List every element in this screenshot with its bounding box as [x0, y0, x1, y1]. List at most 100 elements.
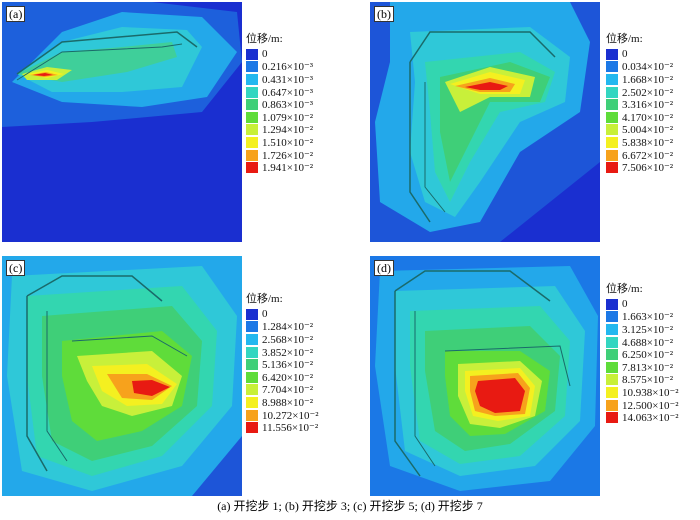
- legend-entry: 7.506×10⁻²: [606, 161, 673, 174]
- legend-swatch: [246, 396, 258, 408]
- legend-value: 11.556×10⁻²: [262, 422, 319, 435]
- contour-plot-b: [370, 2, 600, 242]
- legend-swatch: [246, 162, 258, 174]
- legend-entry: 5.136×10⁻²: [246, 358, 319, 371]
- legend-entry: 0.647×10⁻³: [246, 86, 313, 99]
- legend-entry: 3.852×10⁻²: [246, 346, 319, 359]
- legend-value: 0.647×10⁻³: [262, 86, 314, 99]
- legend-entry: 1.668×10⁻²: [606, 73, 673, 86]
- legend-value: 1.284×10⁻²: [262, 321, 314, 334]
- legend-swatch: [606, 111, 618, 123]
- panel-c: (c): [2, 256, 242, 496]
- panel-b: (b): [370, 2, 600, 242]
- legend-entry: 2.502×10⁻²: [606, 86, 673, 99]
- legend-value: 7.506×10⁻²: [622, 162, 674, 175]
- legend-entry: 1.294×10⁻²: [246, 124, 314, 137]
- legend-value: 4.688×10⁻²: [622, 336, 674, 349]
- legend-swatch: [606, 124, 618, 136]
- legend-entry: 1.510×10⁻²: [246, 136, 313, 149]
- legend-entry: 6.250×10⁻²: [606, 348, 679, 361]
- legend-entry: 6.420×10⁻²: [246, 371, 319, 384]
- legend-swatch: [606, 73, 618, 85]
- legend-swatch: [246, 149, 258, 161]
- legend-title-c: 位移/m:: [246, 293, 283, 305]
- legend-value: 2.568×10⁻²: [262, 333, 314, 346]
- legend-value: 14.063×10⁻²: [622, 412, 679, 425]
- legend-swatch: [606, 399, 618, 411]
- legend-value: 1.294×10⁻²: [262, 124, 314, 137]
- legend-entry: 1.726×10⁻²: [246, 149, 313, 162]
- legend-entry: 2.568×10⁻²: [246, 333, 319, 346]
- legend-value: 3.316×10⁻²: [622, 99, 674, 112]
- legend-entry: 10.272×10⁻²: [246, 409, 319, 422]
- legend-entry: 7.704×10⁻²: [246, 384, 319, 397]
- legend-entry: 4.170×10⁻²: [606, 111, 673, 124]
- legend-value: 10.938×10⁻²: [622, 386, 679, 399]
- legend-entry: 5.004×10⁻²: [606, 124, 673, 136]
- legend-swatch: [606, 48, 618, 60]
- legend-value: 0: [622, 298, 628, 311]
- legend-swatch: [246, 321, 258, 333]
- legend-value: 12.500×10⁻²: [622, 399, 679, 412]
- legend-value: 1.726×10⁻²: [262, 149, 314, 162]
- legend-a: 位移/m: 0 0.216×10⁻³ 0.431×10⁻³ 0.647×10⁻³ 0.8…: [246, 30, 313, 174]
- legend-swatch: [246, 86, 258, 98]
- legend-value: 5.136×10⁻²: [262, 359, 314, 372]
- legend-swatch: [606, 86, 618, 98]
- legend-value: 1.663×10⁻²: [622, 311, 674, 324]
- legend-entry: 6.672×10⁻²: [606, 149, 673, 162]
- legend-value: 0.034×10⁻²: [622, 61, 674, 74]
- panel-tag-c: (c): [6, 260, 26, 276]
- legend-swatch: [606, 149, 618, 161]
- legend-entry: 14.063×10⁻²: [606, 411, 679, 424]
- legend-swatch: [606, 311, 618, 323]
- legend-value: 3.852×10⁻²: [262, 346, 314, 359]
- legend-value: 0.216×10⁻³: [262, 61, 314, 74]
- legend-entry: 8.575×10⁻²: [606, 374, 679, 386]
- legend-swatch: [606, 61, 618, 73]
- contour-plot-a: [2, 2, 242, 242]
- legend-swatch: [246, 136, 258, 148]
- legend-entry: 0.216×10⁻³: [246, 61, 314, 74]
- legend-value: 7.813×10⁻²: [622, 361, 674, 374]
- legend-swatch: [606, 99, 618, 111]
- panel-d: (d): [370, 256, 600, 496]
- legend-entry: 1.941×10⁻²: [246, 161, 313, 174]
- panel-tag-b: (b): [374, 6, 394, 22]
- legend-swatch: [246, 422, 258, 434]
- legend-swatch: [246, 359, 258, 371]
- legend-swatch: [606, 361, 618, 373]
- legend-entry: 0: [606, 298, 679, 311]
- legend-entry: 1.663×10⁻²: [606, 311, 679, 324]
- legend-swatch: [246, 111, 258, 123]
- panel-a: (a): [2, 2, 242, 242]
- legend-value: 0.431×10⁻³: [262, 73, 314, 86]
- legend-entry: 1.284×10⁻²: [246, 321, 319, 334]
- legend-swatch: [246, 308, 258, 320]
- legend-value: 6.672×10⁻²: [622, 149, 674, 162]
- legend-title-a: 位移/m:: [246, 33, 283, 45]
- legend-title-b: 位移/m:: [606, 33, 643, 45]
- panel-tag-a: (a): [6, 6, 26, 22]
- legend-entry: 3.125×10⁻²: [606, 323, 679, 336]
- legend-swatch: [246, 346, 258, 358]
- legend-swatch: [606, 323, 618, 335]
- panel-tag-d: (d): [374, 260, 394, 276]
- legend-entry: 4.688×10⁻²: [606, 336, 679, 349]
- legend-swatch: [246, 73, 258, 85]
- legend-value: 1.941×10⁻²: [262, 162, 314, 175]
- legend-entry: 0.431×10⁻³: [246, 73, 313, 86]
- legend-value: 6.250×10⁻²: [622, 349, 674, 362]
- legend-value: 7.704×10⁻²: [262, 384, 314, 397]
- legend-value: 0: [262, 308, 268, 321]
- legend-swatch: [246, 99, 258, 111]
- legend-swatch: [606, 136, 618, 148]
- legend-value: 0: [622, 48, 628, 61]
- legend-entry: 1.079×10⁻²: [246, 111, 313, 124]
- contour-plot-c: [2, 256, 242, 496]
- legend-value: 5.838×10⁻²: [622, 136, 674, 149]
- legend-value: 0: [262, 48, 268, 61]
- contour-plot-d: [370, 256, 600, 496]
- legend-value: 4.170×10⁻²: [622, 111, 674, 124]
- legend-swatch: [606, 374, 618, 386]
